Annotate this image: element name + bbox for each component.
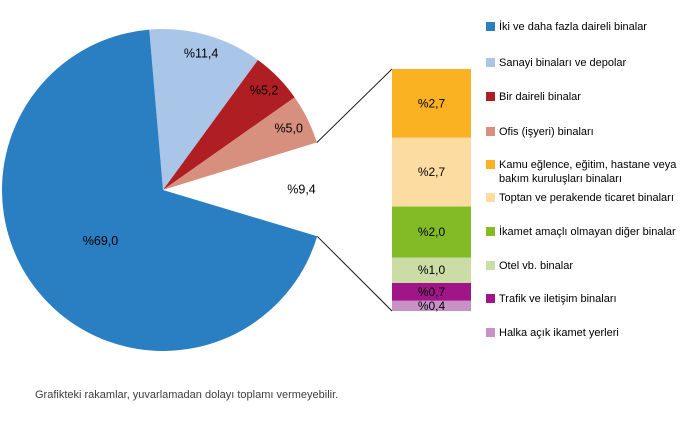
legend-item-label: Ofis (işyeri) binaları — [499, 126, 594, 138]
legend-item: Trafik ve iletişim binaları — [486, 292, 692, 306]
bar-segment — [392, 137, 471, 207]
legend-item-label: İki ve daha fazla daireli binalar — [499, 21, 647, 33]
legend-swatch-icon — [486, 294, 495, 303]
legend-item: Sanayi binaları ve depolar — [486, 56, 692, 70]
legend-item-label: Bir daireli binalar — [499, 91, 581, 103]
legend-item: İkamet amaçlı olmayan diğer binalar — [486, 225, 692, 239]
legend-item-label: Toptan ve perakende ticaret binaları — [499, 192, 674, 204]
legend-swatch-icon — [486, 92, 495, 101]
legend-swatch-icon — [486, 58, 495, 67]
legend-item-label: Otel vb. binalar — [499, 260, 573, 272]
connector-line-top — [316, 68, 393, 143]
legend-item-label: Halka açık ikamet yerleri — [499, 327, 619, 339]
legend-item: Bir daireli binalar — [486, 90, 692, 104]
pie-slice-label: %11,4 — [184, 47, 219, 61]
legend-item-label: Kamu eğlence, eğitim, hastane veya bakım… — [499, 159, 677, 185]
legend-item: Toptan ve perakende ticaret binaları — [486, 191, 692, 205]
bar-segment — [392, 206, 471, 258]
bar-segment — [392, 69, 471, 138]
pie-slice — [163, 142, 325, 237]
bar-segment-label: %2,0 — [418, 225, 446, 239]
legend-item: Otel vb. binalar — [486, 259, 692, 273]
pie-slice — [149, 29, 258, 191]
connector-line-bottom — [316, 235, 393, 312]
legend-item: Ofis (işyeri) binaları — [486, 125, 692, 139]
pie-slice — [163, 59, 295, 191]
bar-segment — [392, 282, 471, 301]
bar-segment — [392, 300, 471, 311]
bar-segment-label: %2,7 — [418, 165, 446, 179]
legend: İki ve daha fazla daireli binalar Sanayi … — [486, 0, 695, 433]
bar-segment — [392, 257, 471, 283]
bar-segment-label: %2,7 — [418, 96, 446, 110]
pie-slice-label: %69,0 — [83, 234, 118, 248]
bar-segment-label: %0,7 — [418, 285, 446, 299]
footnote: Grafikteki rakamlar, yuvarlamadan dolayı… — [35, 389, 339, 401]
legend-swatch-icon — [486, 227, 495, 236]
legend-swatch-icon — [486, 328, 495, 337]
legend-item-label: Sanayi binaları ve depolar — [499, 57, 627, 69]
bar-segment-label: %0,4 — [418, 299, 446, 313]
legend-swatch-icon — [486, 261, 495, 270]
legend-swatch-icon — [486, 160, 495, 169]
legend-swatch-icon — [486, 127, 495, 136]
pie-slice — [2, 29, 318, 352]
legend-swatch-icon — [486, 193, 495, 202]
legend-item: İki ve daha fazla daireli binalar — [486, 20, 692, 34]
bar-segment-label: %1,0 — [418, 263, 446, 277]
legend-item-label: İkamet amaçlı olmayan diğer binalar — [499, 226, 676, 238]
legend-item: Kamu eğlence, eğitim, hastane veya bakım… — [486, 158, 692, 186]
pie-slice-label: %5,2 — [250, 84, 279, 98]
legend-item-label: Trafik ve iletişim binaları — [499, 293, 617, 305]
legend-swatch-icon — [486, 22, 495, 31]
pie-slice — [163, 97, 317, 190]
pie-slice-label: %9,4 — [287, 183, 316, 197]
legend-item: Halka açık ikamet yerleri — [486, 326, 692, 340]
pie-slice-label: %5,0 — [274, 121, 303, 135]
